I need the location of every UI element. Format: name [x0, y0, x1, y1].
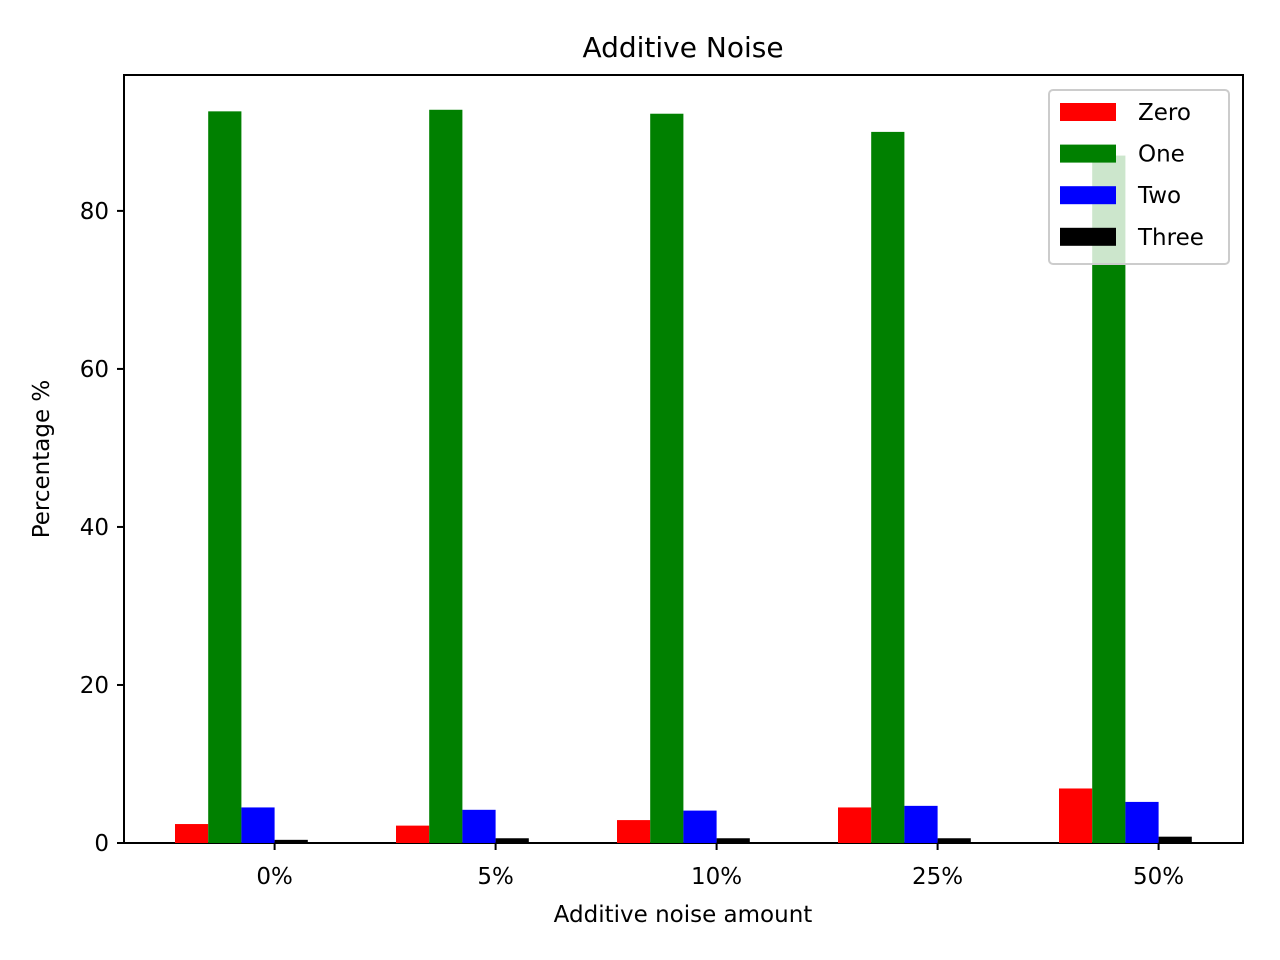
chart-title: Additive Noise [582, 31, 783, 64]
bar-two-3 [904, 805, 938, 843]
legend-swatch-zero [1060, 103, 1116, 121]
bar-one-2 [650, 113, 684, 844]
bar-one-4 [1092, 155, 1126, 844]
legend-swatch-one [1060, 144, 1116, 163]
legend: Zero One Two Three [1048, 89, 1230, 265]
x-tick-label-0: 0% [256, 864, 293, 890]
bar-two-0 [241, 807, 275, 843]
x-tick-label-3: 25% [912, 864, 963, 890]
bar-zero-4 [1059, 788, 1093, 843]
bar-zero-2 [617, 820, 651, 843]
legend-label-two: Two [1137, 183, 1181, 209]
y-tick-label-1: 20 [80, 673, 109, 699]
legend-label-three: Three [1137, 225, 1204, 251]
bar-zero-1 [396, 825, 430, 843]
bar-one-1 [429, 109, 463, 843]
bar-two-1 [462, 809, 496, 843]
legend-label-zero: Zero [1138, 100, 1191, 126]
x-axis-label: Additive noise amount [554, 902, 813, 928]
y-tick-label-2: 40 [80, 515, 109, 541]
bar-three-2 [716, 838, 750, 843]
x-axis: 0% 5% 10% 25% 50% [256, 843, 1184, 890]
bar-zero-3 [838, 807, 872, 843]
bar-two-4 [1125, 801, 1159, 843]
bar-one-0 [208, 111, 242, 844]
bar-one-3 [871, 131, 905, 843]
y-axis: 0 20 40 60 80 [80, 199, 124, 857]
legend-swatch-three [1060, 227, 1116, 246]
y-tick-label-3: 60 [80, 357, 109, 383]
legend-items: Zero One Two Three [1060, 100, 1204, 251]
y-tick-label-0: 0 [94, 831, 109, 857]
bar-three-0 [274, 839, 308, 843]
x-tick-label-1: 5% [477, 864, 514, 890]
bar-three-4 [1158, 836, 1192, 843]
bars-layer [175, 109, 1192, 844]
legend-box [1048, 89, 1230, 265]
bar-three-3 [937, 838, 971, 843]
y-axis-label: Percentage % [29, 380, 55, 539]
x-tick-label-2: 10% [691, 864, 742, 890]
legend-label-one: One [1138, 142, 1185, 168]
legend-swatch-two [1060, 186, 1116, 205]
y-tick-label-4: 80 [80, 199, 109, 225]
bar-two-2 [683, 810, 717, 843]
x-tick-label-4: 50% [1133, 864, 1184, 890]
bar-zero-0 [175, 824, 209, 843]
bar-three-1 [495, 838, 529, 843]
